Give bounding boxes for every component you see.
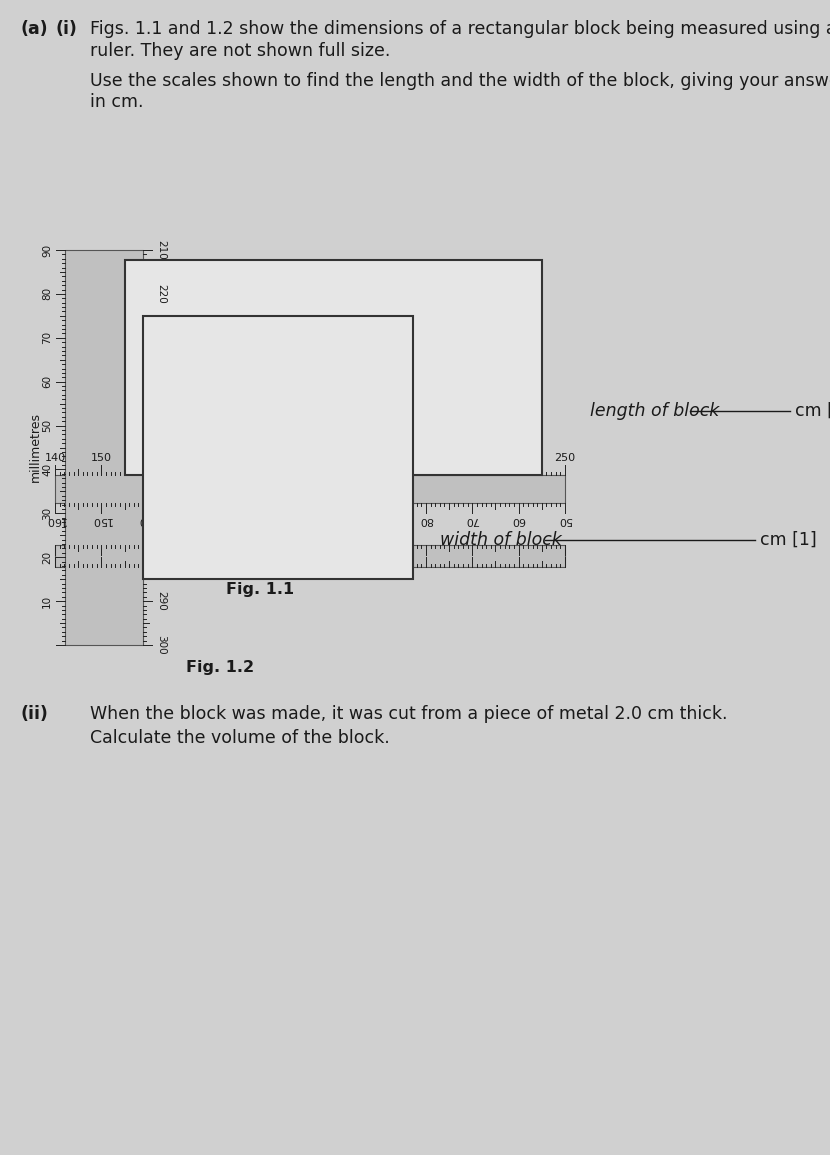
Text: 20: 20 [42,551,52,564]
Text: cm [1]: cm [1] [760,530,817,549]
Text: millimetres: millimetres [273,530,347,543]
Bar [55,545,565,567]
Text: ruler. They are not shown full size.: ruler. They are not shown full size. [90,42,390,60]
Text: 210: 210 [156,240,166,260]
Text: Fig. 1.2: Fig. 1.2 [186,660,254,675]
Text: 210: 210 [369,453,390,463]
Text: 240: 240 [156,372,166,392]
Text: 160: 160 [45,515,66,526]
Text: 180: 180 [230,453,251,463]
Text: length of block: length of block [590,402,720,419]
Text: 230: 230 [156,328,166,348]
Text: 250: 250 [554,453,575,463]
Text: (a): (a) [20,20,47,38]
Bar [124,260,542,475]
Text: 160: 160 [137,453,159,463]
Text: 230: 230 [461,453,483,463]
Text: cm [1]: cm [1] [795,402,830,419]
Text: (ii): (ii) [20,705,48,723]
Text: 270: 270 [156,504,166,523]
Text: 60: 60 [511,515,525,526]
Text: 250: 250 [156,416,166,435]
Bar [143,315,413,579]
Text: Use the scales shown to find the length and the width of the block, giving your : Use the scales shown to find the length … [90,72,830,90]
Bar [55,475,565,502]
Text: 110: 110 [276,515,297,526]
Text: 50: 50 [558,515,572,526]
Text: 100: 100 [323,515,344,526]
Text: 80: 80 [42,288,52,300]
Text: 40: 40 [42,463,52,476]
Text: 50: 50 [42,419,52,432]
Text: 280: 280 [156,547,166,567]
Text: Fig. 1.1: Fig. 1.1 [226,582,294,597]
Text: 260: 260 [156,460,166,479]
Text: 140: 140 [137,515,159,526]
Text: 220: 220 [156,284,166,304]
Text: width of block: width of block [440,530,562,549]
Text: 140: 140 [45,453,66,463]
Text: 150: 150 [90,453,112,463]
Text: 30: 30 [42,507,52,520]
Text: 120: 120 [230,515,251,526]
Text: in cm.: in cm. [90,94,144,111]
Text: millimetres: millimetres [28,412,42,483]
Text: 60: 60 [42,375,52,388]
Text: 240: 240 [508,453,530,463]
Text: 70: 70 [465,515,480,526]
Text: 190: 190 [276,453,297,463]
Text: (i): (i) [55,20,77,38]
Text: millimetres: millimetres [273,435,347,448]
Text: 220: 220 [415,453,437,463]
Text: Calculate the volume of the block.: Calculate the volume of the block. [90,729,390,747]
Text: millimetres: millimetres [167,412,179,483]
Text: 90: 90 [42,244,52,256]
Bar [65,249,143,644]
Text: 200: 200 [323,453,344,463]
Text: When the block was made, it was cut from a piece of metal 2.0 cm thick.: When the block was made, it was cut from… [90,705,728,723]
Text: 70: 70 [42,331,52,344]
Text: Figs. 1.1 and 1.2 show the dimensions of a rectangular block being measured usin: Figs. 1.1 and 1.2 show the dimensions of… [90,20,830,38]
Text: 150: 150 [90,515,112,526]
Text: 170: 170 [183,453,205,463]
Text: 130: 130 [183,515,204,526]
Text: 290: 290 [156,591,166,611]
Text: 300: 300 [156,635,166,655]
Text: 10: 10 [42,595,52,608]
Text: 80: 80 [419,515,433,526]
Text: 90: 90 [373,515,387,526]
